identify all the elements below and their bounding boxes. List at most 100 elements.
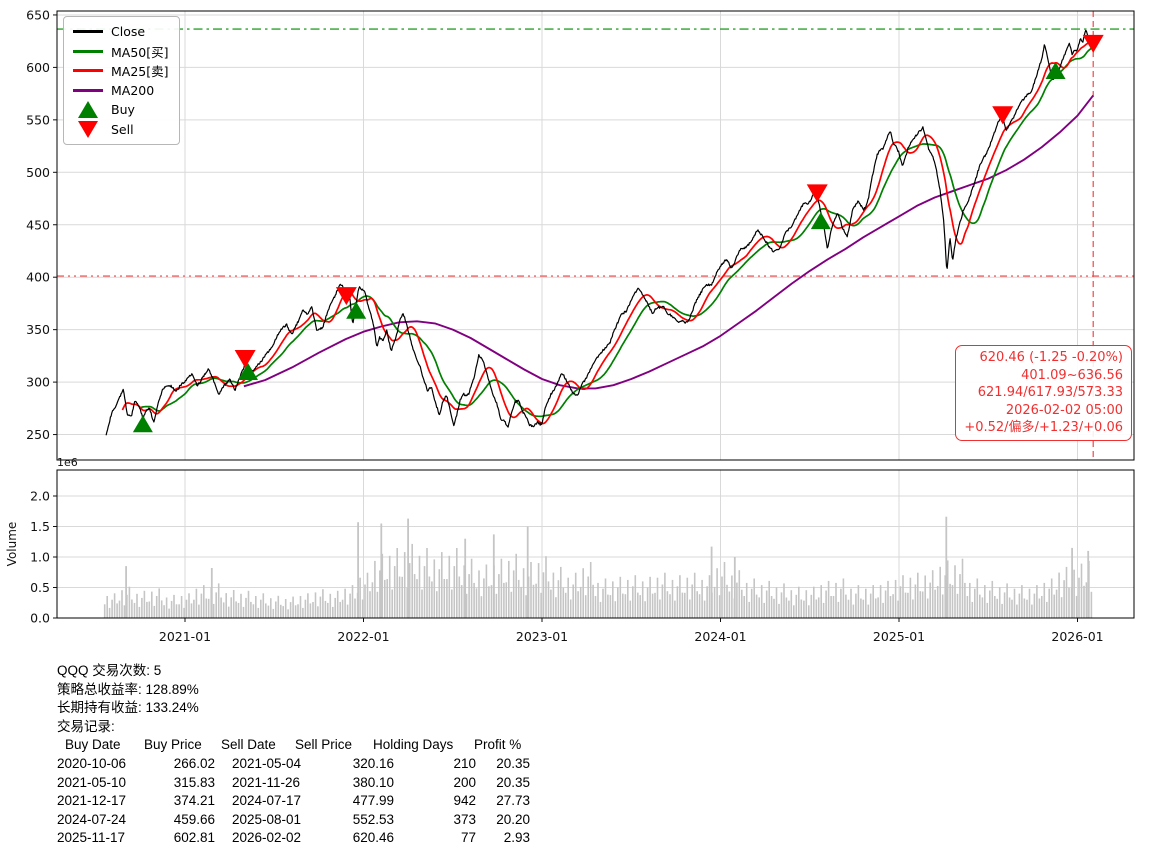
trade-record-cell: 210 xyxy=(453,755,476,771)
ma25-line xyxy=(121,38,1094,425)
svg-text:2023-01: 2023-01 xyxy=(516,629,568,644)
trade-record-cell: 315.83 xyxy=(173,774,215,790)
price-series xyxy=(105,29,1094,436)
trade-record-cell: 2025-11-17 xyxy=(57,830,126,846)
volume-bars xyxy=(103,516,1093,618)
svg-text:1.5: 1.5 xyxy=(30,519,50,534)
sell-marker xyxy=(806,184,828,203)
trades-column-header: Holding Days xyxy=(373,737,454,753)
svg-text:0.5: 0.5 xyxy=(30,580,50,595)
trade-record-cell: 2021-05-10 xyxy=(57,774,127,790)
legend-item-ma200: MA200 xyxy=(71,81,169,101)
svg-text:450: 450 xyxy=(26,217,50,232)
close-line xyxy=(105,29,1094,436)
legend-item-label: Buy xyxy=(111,102,135,118)
svg-text:2026-01: 2026-01 xyxy=(1051,629,1103,644)
legend-item-ma50: MA50[买] xyxy=(71,42,169,62)
buy-triangle-icon xyxy=(71,101,105,119)
annotation-ma-line: 621.94/617.93/573.33 xyxy=(977,385,1123,400)
svg-text:500: 500 xyxy=(26,165,50,180)
trades-table-header: Buy Date Buy Price Sell Date Sell Price Hold… xyxy=(57,736,536,755)
trade-record-cell: 459.66 xyxy=(173,811,215,827)
trade-record-cell: 20.20 xyxy=(496,811,530,827)
buy-marker xyxy=(346,301,367,319)
annotation-signal-line: +0.52/偏多/+1.23/+0.06 xyxy=(964,420,1123,435)
sell-marker xyxy=(335,287,357,306)
svg-text:650: 650 xyxy=(26,7,50,22)
trade-record-cell: 2021-12-17 xyxy=(57,793,127,809)
legend-line-swatch xyxy=(71,49,105,53)
trade-count-line: QQQ 交易次数: 5 xyxy=(57,663,162,678)
buy-marker xyxy=(810,212,831,230)
trades-table-body: 2020-10-06 266.02 2021-05-04 320.16 210 20.35… xyxy=(57,755,536,848)
legend-item-label: Close xyxy=(111,24,146,40)
svg-text:0.0: 0.0 xyxy=(30,611,50,626)
svg-text:2025-01: 2025-01 xyxy=(873,629,925,644)
trades-column-header: Buy Date xyxy=(65,737,121,753)
annotation-box: 620.46 (-1.25 -0.20%) 401.09~636.56 621.… xyxy=(955,345,1132,441)
legend-item-label: MA25[卖] xyxy=(111,64,169,80)
svg-text:2021-01: 2021-01 xyxy=(159,629,211,644)
legend-item-label: MA200 xyxy=(111,82,155,98)
trades-column-header: Sell Date xyxy=(221,737,276,753)
legend-item-close: Close xyxy=(71,22,169,42)
trade-record-cell: 2021-11-26 xyxy=(232,774,301,790)
ma200-line xyxy=(243,94,1094,390)
trade-record-cell: 374.21 xyxy=(173,793,215,809)
buy-marker xyxy=(238,362,259,380)
ma50-line xyxy=(139,46,1094,418)
svg-text:300: 300 xyxy=(26,375,50,390)
svg-text:550: 550 xyxy=(26,112,50,127)
trade-record-cell: 20.35 xyxy=(496,774,530,790)
trade-record-cell: 552.53 xyxy=(352,811,394,827)
sell-marker xyxy=(992,106,1014,125)
legend-line-swatch xyxy=(71,69,105,73)
svg-text:2024-01: 2024-01 xyxy=(694,629,746,644)
trade-record-cell: 200 xyxy=(453,774,476,790)
annotation-price-line: 620.46 (-1.25 -0.20%) xyxy=(979,350,1123,365)
trade-record-cell: 2026-02-02 xyxy=(232,830,302,846)
volume-panel-border xyxy=(56,469,1135,619)
gridlines xyxy=(57,11,1134,618)
trades-column-header: Sell Price xyxy=(295,737,353,753)
chart-canvas: 250 300 350 400 450 500 550 600 650 0.0 0.5 1.0 1.5 2… xyxy=(5,7,1135,644)
trade-record-row: 2025-11-17 602.81 2026-02-02 620.46 77 2.93 xyxy=(57,829,536,848)
trade-record-cell: 27.73 xyxy=(496,793,530,809)
trade-record-cell: 2025-08-01 xyxy=(232,811,302,827)
legend-item-buy: Buy xyxy=(71,100,169,120)
sell-marker xyxy=(1082,34,1104,53)
legend: Close MA50[买] MA25[卖] MA200 Buy Sell xyxy=(63,16,180,145)
trade-record-cell: 77 xyxy=(460,830,476,846)
trade-record-row: 2021-05-10 315.83 2021-11-26 380.10 200 20.35 xyxy=(57,774,536,793)
svg-text:2.0: 2.0 xyxy=(30,489,50,504)
sell-marker xyxy=(234,349,256,368)
legend-item-label: MA50[买] xyxy=(111,44,169,60)
trade-record-cell: 942 xyxy=(453,793,476,809)
legend-item-ma25: MA25[卖] xyxy=(71,61,169,81)
trade-record-cell: 477.99 xyxy=(352,793,394,809)
trade-record-cell: 380.10 xyxy=(352,774,394,790)
svg-text:2022-01: 2022-01 xyxy=(337,629,389,644)
legend-line-swatch xyxy=(71,88,105,92)
trades-column-header: Buy Price xyxy=(144,737,202,753)
trade-record-cell: 2024-07-17 xyxy=(232,793,302,809)
legend-line-swatch xyxy=(71,30,105,34)
strategy-return-line: 策略总收益率: 128.89% xyxy=(57,681,199,697)
trade-record-cell: 2.93 xyxy=(503,830,530,846)
svg-text:350: 350 xyxy=(26,322,50,337)
legend-item-sell: Sell xyxy=(71,120,169,140)
summary-report: QQQ 交易次数: 5 策略总收益率: 128.89% 长期持有收益: 133.… xyxy=(57,662,536,848)
annotation-range-line: 401.09~636.56 xyxy=(1021,367,1123,383)
svg-text:400: 400 xyxy=(26,270,50,285)
buy-marker xyxy=(132,415,153,433)
trade-records-label: 交易记录: xyxy=(57,718,115,734)
sell-triangle-icon xyxy=(71,120,105,138)
trade-record-cell: 373 xyxy=(453,811,476,827)
trade-record-row: 2021-12-17 374.21 2024-07-17 477.99 942 27.73 xyxy=(57,792,536,811)
axis-labels: 250 300 350 400 450 500 550 600 650 0.0 0.5 1.0 1.5 2… xyxy=(5,7,1104,644)
trade-record-row: 2024-07-24 459.66 2025-08-01 552.53 373 20.20 xyxy=(57,811,536,830)
trade-record-cell: 266.02 xyxy=(173,755,215,771)
annotation-date-line: 2026-02-02 05:00 xyxy=(1005,402,1123,418)
svg-text:1e6: 1e6 xyxy=(57,456,78,469)
